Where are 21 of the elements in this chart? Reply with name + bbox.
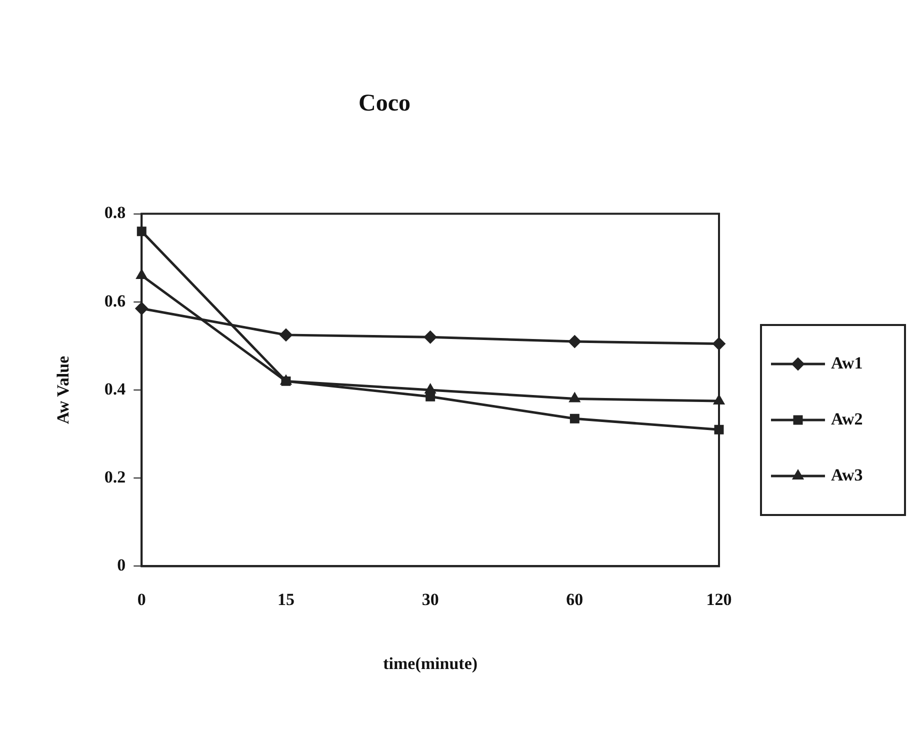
y-tick-label: 0	[117, 556, 126, 575]
point	[568, 335, 582, 348]
point	[424, 330, 437, 344]
x-tick-label: 60	[566, 590, 584, 609]
y-tick-label: 0.2	[104, 467, 126, 486]
x-tick-label: 30	[422, 590, 439, 609]
legend-label: Aw3	[831, 465, 863, 484]
legend-label: Aw2	[831, 409, 863, 428]
x-tick-label: 15	[277, 590, 294, 609]
y-axis-title: Aw Value	[54, 355, 73, 424]
point	[279, 328, 292, 342]
y-tick-label: 0.6	[104, 291, 126, 310]
chart-title: Coco	[358, 90, 410, 117]
x-tick-label: 0	[137, 590, 146, 609]
y-tick-label: 0.4	[104, 379, 126, 398]
point	[570, 414, 580, 424]
legend-label: Aw1	[831, 353, 863, 372]
y-tick-label: 0.8	[104, 203, 126, 222]
point	[568, 392, 580, 402]
x-tick-label: 120	[706, 590, 732, 609]
x-axis-title: time(minute)	[383, 654, 478, 674]
